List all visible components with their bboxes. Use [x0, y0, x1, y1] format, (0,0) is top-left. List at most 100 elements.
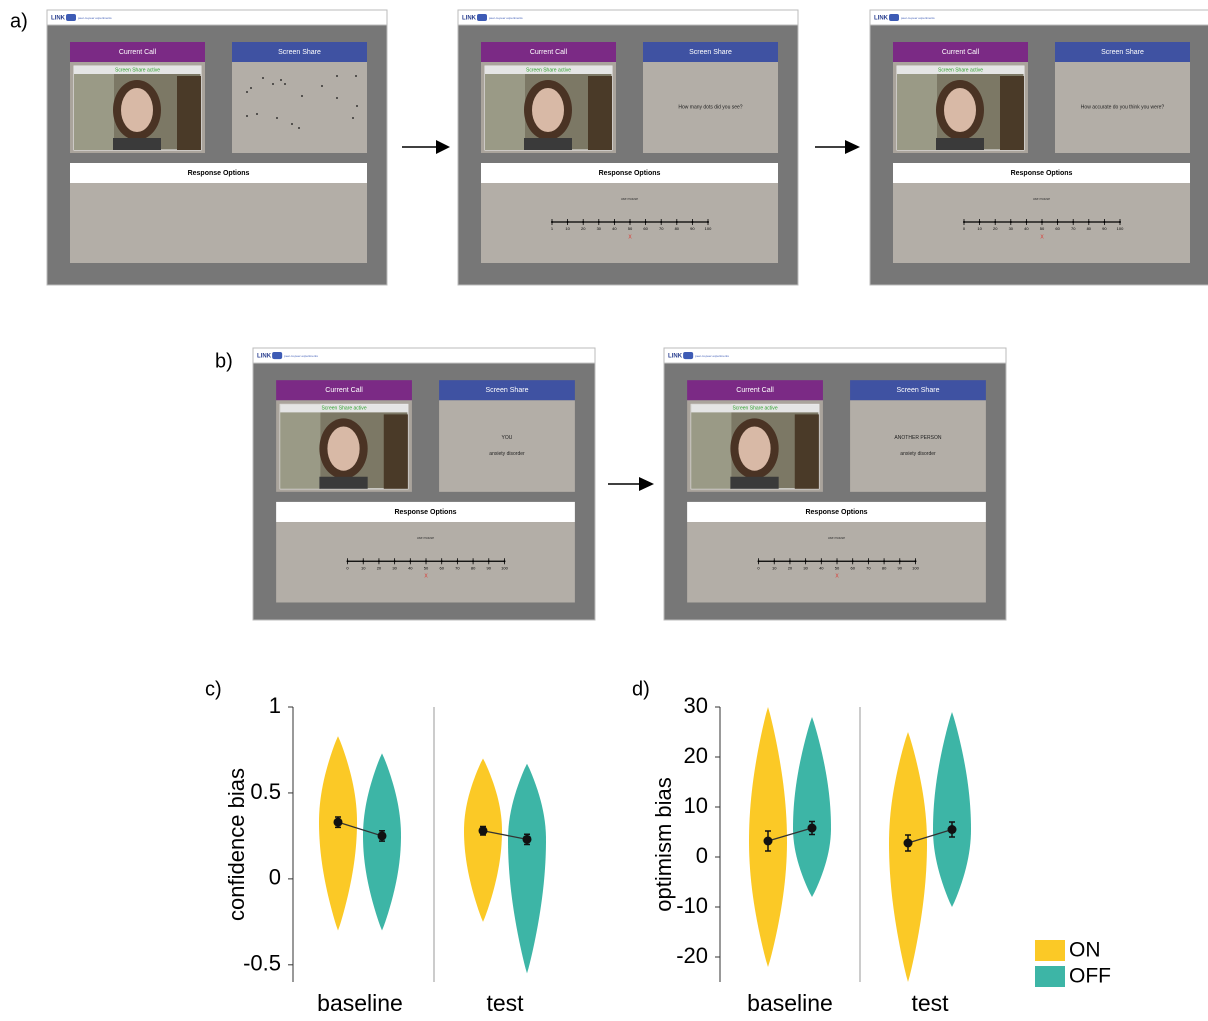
screen-share-active: Screen Share active [732, 406, 777, 412]
violin [793, 717, 831, 897]
tagline: peer-to-peer experiments [901, 16, 935, 20]
x-tick-label: baseline [317, 990, 403, 1016]
dot [321, 85, 323, 87]
screen-share: Screen Share [278, 49, 321, 56]
scale-label: 70 [866, 565, 871, 570]
scale-node [852, 560, 854, 562]
instruction: use mouse [828, 536, 845, 540]
video-door [177, 76, 201, 150]
scale-node [789, 560, 791, 562]
scale-node [883, 560, 885, 562]
mean-dot [378, 831, 387, 840]
scale-node [582, 221, 584, 223]
dot [355, 75, 357, 77]
y-tick-label: 20 [684, 743, 708, 768]
brand-icon [272, 352, 282, 359]
mean-dot [948, 825, 957, 834]
scale-label: 70 [1071, 226, 1076, 231]
y-tick-label: 10 [684, 793, 708, 818]
shoulders [936, 138, 984, 150]
dot [356, 105, 358, 107]
panel-label: a) [10, 10, 28, 32]
share-box [850, 400, 986, 492]
screen-share-active: Screen Share active [321, 406, 366, 412]
y-tick-label: -20 [676, 943, 708, 968]
arrow-head [436, 140, 450, 154]
response-box [893, 183, 1190, 263]
scale-label: 60 [439, 565, 444, 570]
scale-node [867, 560, 869, 562]
scale-node [488, 560, 490, 562]
scale-node [362, 560, 364, 562]
response-box [276, 522, 575, 602]
arrow-head [639, 477, 654, 491]
scale-label: 80 [1087, 226, 1092, 231]
scale-label: 30 [392, 565, 397, 570]
instruction: use mouse [417, 536, 434, 540]
current-call: Current Call [530, 49, 568, 56]
scale-label: 60 [643, 226, 648, 231]
y-axis-label: optimism bias [651, 777, 676, 911]
brand-icon [889, 14, 899, 21]
scale-node [378, 560, 380, 562]
scale-node [394, 560, 396, 562]
dot [246, 115, 248, 117]
legend-swatch [1035, 940, 1065, 961]
panel-label: b) [215, 350, 233, 372]
y-tick-label: 0.5 [250, 779, 281, 804]
scale-node [1072, 221, 1074, 223]
scale-label: 40 [819, 565, 824, 570]
share-box [232, 62, 367, 153]
dot [256, 113, 258, 115]
y-tick-label: 0 [696, 843, 708, 868]
scale-node [613, 221, 615, 223]
scale-node [676, 221, 678, 223]
brand-icon [683, 352, 693, 359]
scale-node [1103, 221, 1105, 223]
panel-label: c) [205, 678, 222, 700]
scale-label: 20 [377, 565, 382, 570]
video-wall [485, 66, 525, 150]
scale-label: 20 [581, 226, 586, 231]
prompt: How many dots did you see? [678, 104, 742, 110]
scale-label: 20 [993, 226, 998, 231]
scale-label: 10 [565, 226, 570, 231]
response-options: Response Options [1011, 170, 1073, 177]
scale-label: 60 [1055, 226, 1060, 231]
figure: a) b) LINK peer-to-peer experiments Curren… [0, 0, 1208, 1021]
scale-node [994, 221, 996, 223]
scale-label: 30 [597, 226, 602, 231]
scale-node [551, 221, 553, 223]
brand: LINK [668, 354, 683, 360]
response-options: Response Options [394, 509, 456, 516]
scale-node [691, 221, 693, 223]
scale-label: 80 [471, 565, 476, 570]
scale-label: 50 [424, 565, 429, 570]
scale-node [441, 560, 443, 562]
video-door [795, 414, 819, 488]
brand: LINK [462, 16, 477, 22]
scale-label: 50 [835, 565, 840, 570]
scale-label: 50 [628, 226, 633, 231]
x-tick-label: test [486, 990, 524, 1016]
dot [276, 117, 278, 119]
shoulders [730, 477, 778, 489]
instruction: use mouse [1033, 197, 1050, 201]
scale-label: 40 [1024, 226, 1029, 231]
scale-node [1010, 221, 1012, 223]
x-tick-label: baseline [747, 990, 833, 1016]
scale-node [629, 221, 631, 223]
scale-label: 70 [455, 565, 460, 570]
y-tick-label: -0.5 [243, 951, 281, 976]
scale-label: 60 [850, 565, 855, 570]
tagline: peer-to-peer experiments [489, 16, 523, 20]
scale-node [598, 221, 600, 223]
legend-label: ON [1069, 939, 1101, 962]
y-tick-label: 1 [269, 693, 281, 718]
video-wall [74, 66, 114, 150]
violin [363, 753, 401, 930]
scale-node [1041, 221, 1043, 223]
mean-dot [523, 835, 532, 844]
dot [280, 79, 282, 81]
tagline: peer-to-peer experiments [78, 16, 112, 20]
